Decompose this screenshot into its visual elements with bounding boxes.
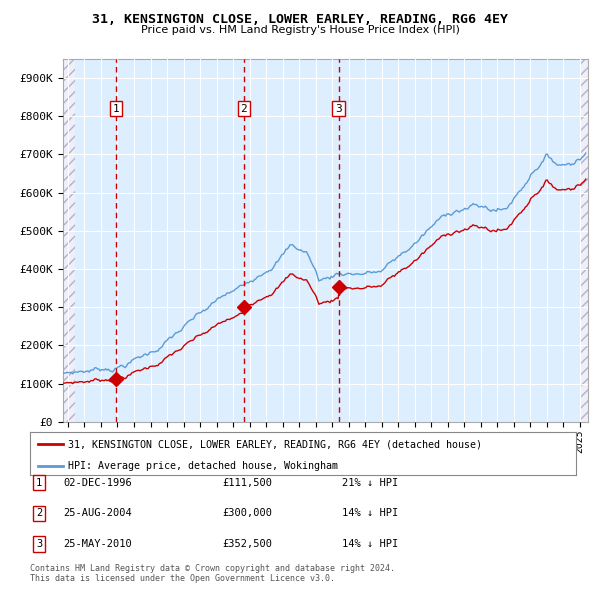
Text: 1: 1 xyxy=(36,478,42,487)
Text: 25-MAY-2010: 25-MAY-2010 xyxy=(63,539,132,549)
Text: 14% ↓ HPI: 14% ↓ HPI xyxy=(342,539,398,549)
Text: HPI: Average price, detached house, Wokingham: HPI: Average price, detached house, Woki… xyxy=(68,461,338,471)
Text: Price paid vs. HM Land Registry's House Price Index (HPI): Price paid vs. HM Land Registry's House … xyxy=(140,25,460,35)
Text: 21% ↓ HPI: 21% ↓ HPI xyxy=(342,478,398,487)
Text: 25-AUG-2004: 25-AUG-2004 xyxy=(63,509,132,518)
Text: 1: 1 xyxy=(113,104,119,114)
Text: 3: 3 xyxy=(36,539,42,549)
Text: 14% ↓ HPI: 14% ↓ HPI xyxy=(342,509,398,518)
Text: £111,500: £111,500 xyxy=(222,478,272,487)
Text: 2: 2 xyxy=(241,104,247,114)
Text: Contains HM Land Registry data © Crown copyright and database right 2024.
This d: Contains HM Land Registry data © Crown c… xyxy=(30,563,395,583)
Text: 31, KENSINGTON CLOSE, LOWER EARLEY, READING, RG6 4EY: 31, KENSINGTON CLOSE, LOWER EARLEY, READ… xyxy=(92,13,508,26)
Text: 02-DEC-1996: 02-DEC-1996 xyxy=(63,478,132,487)
Text: £300,000: £300,000 xyxy=(222,509,272,518)
Text: £352,500: £352,500 xyxy=(222,539,272,549)
Text: 31, KENSINGTON CLOSE, LOWER EARLEY, READING, RG6 4EY (detached house): 31, KENSINGTON CLOSE, LOWER EARLEY, READ… xyxy=(68,440,482,450)
Text: 3: 3 xyxy=(335,104,342,114)
Text: 2: 2 xyxy=(36,509,42,518)
